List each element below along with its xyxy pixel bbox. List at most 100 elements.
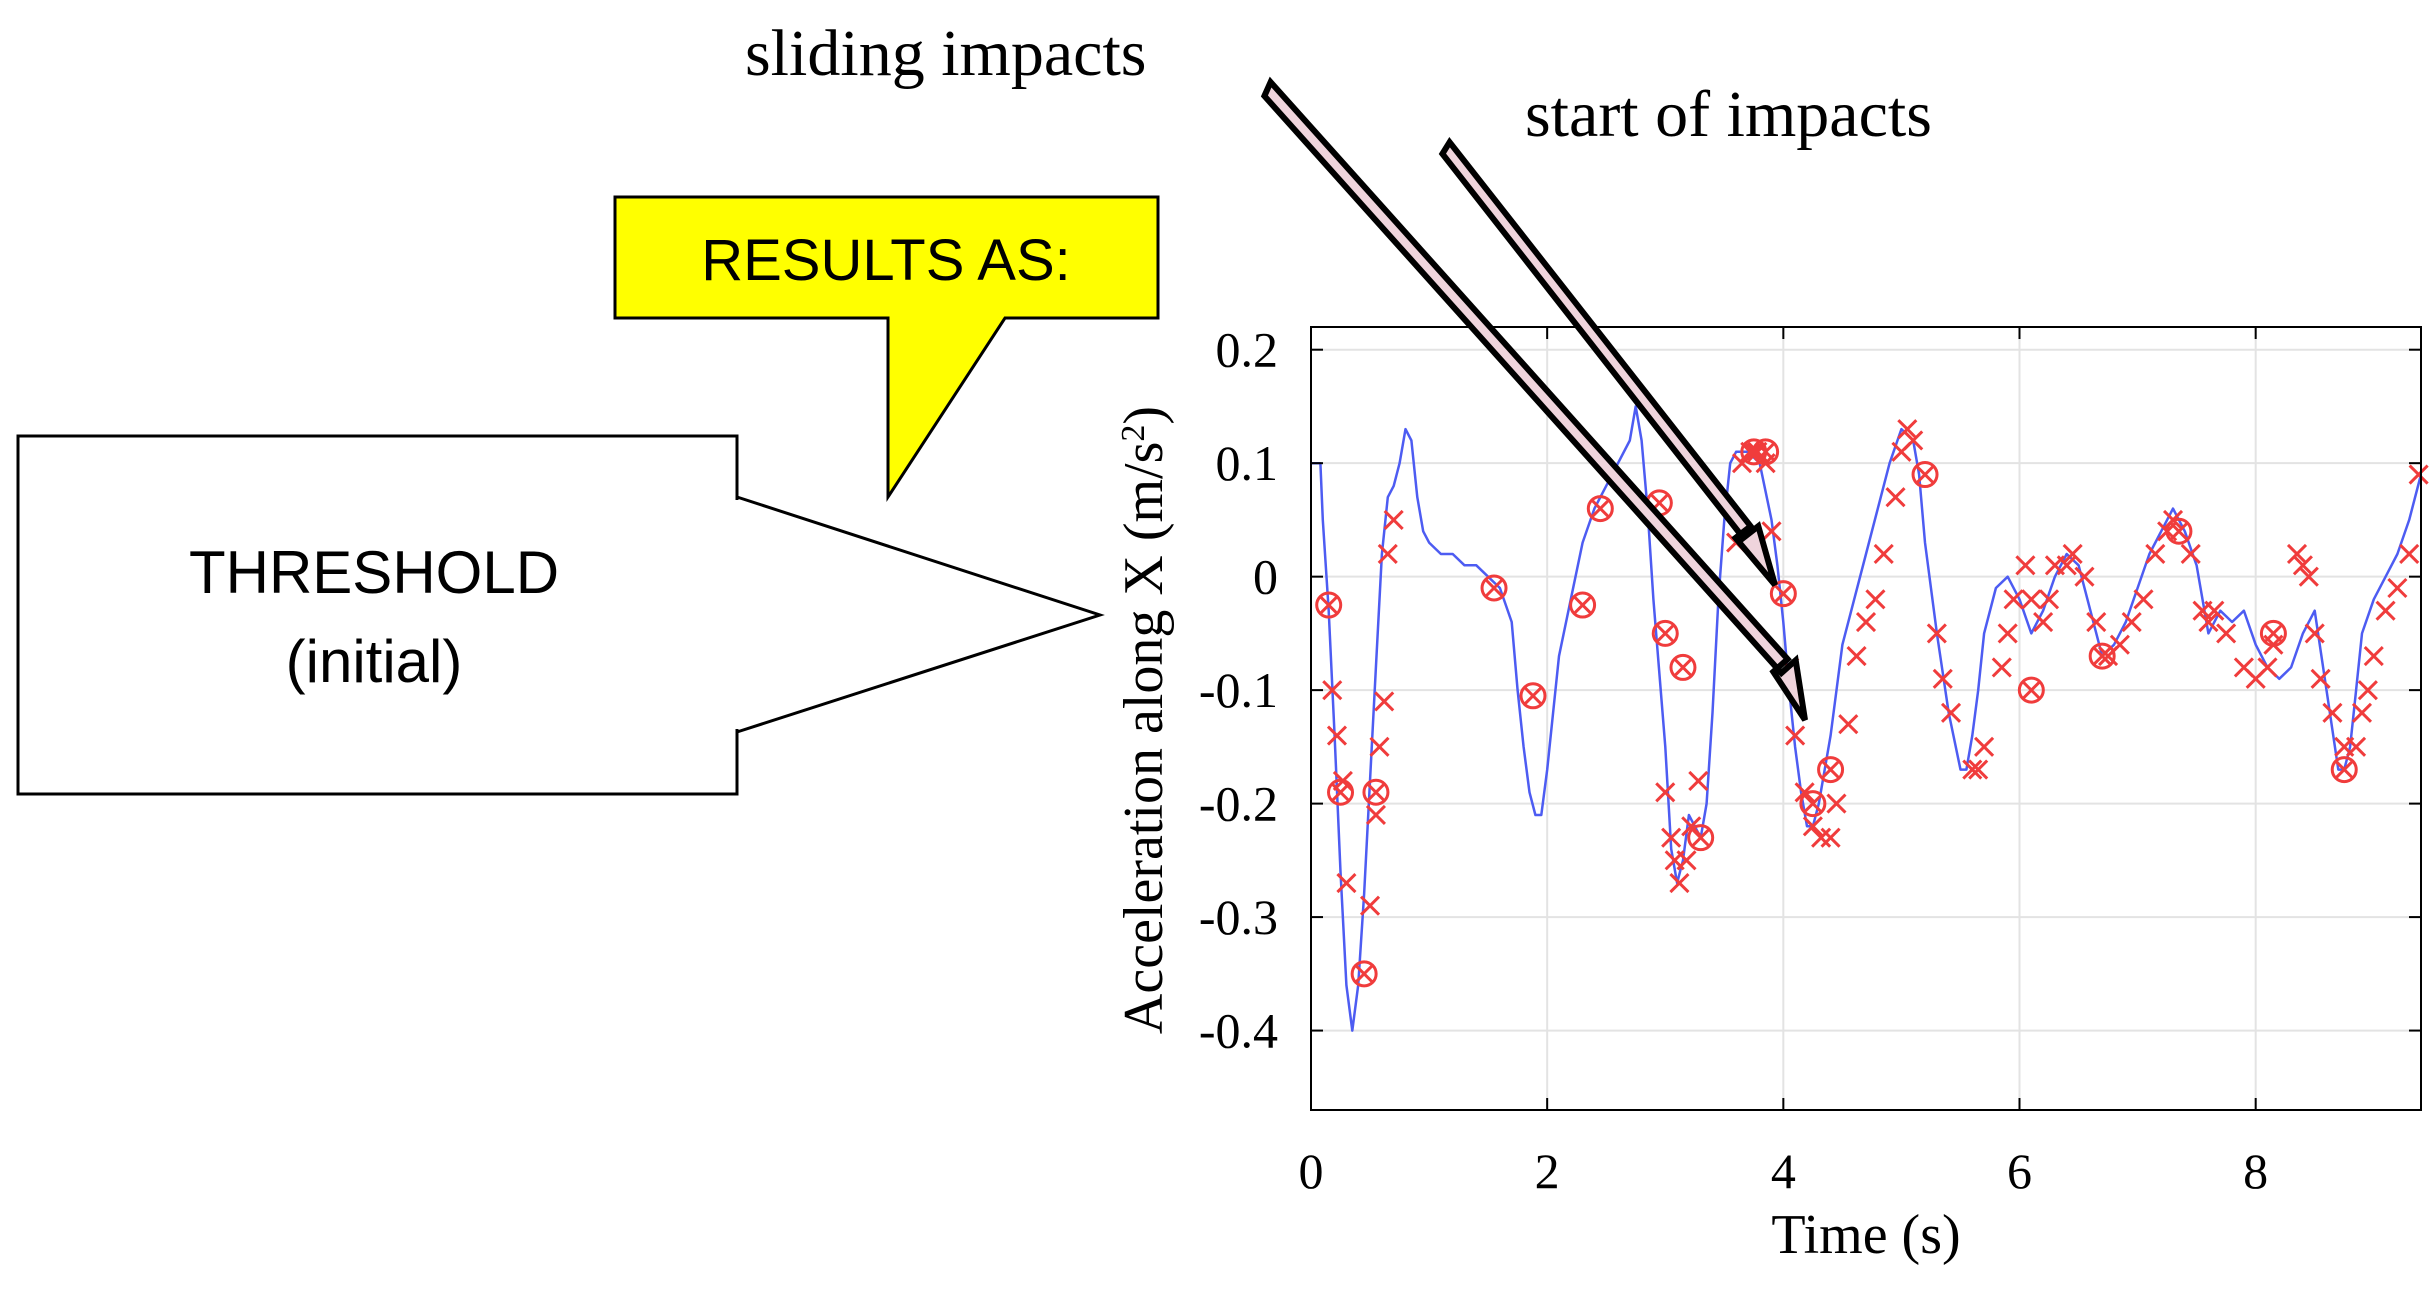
start-of-impacts-label: start of impacts	[1525, 78, 1932, 151]
impact-circle-marker	[1350, 960, 1378, 988]
impact-x-marker	[1974, 736, 1995, 757]
impact-circle-marker	[1669, 653, 1697, 681]
threshold-pointer	[735, 494, 1105, 735]
impact-x-marker	[2387, 577, 2408, 599]
impact-x-marker	[1997, 623, 2018, 644]
x-tick-label: 8	[2243, 1143, 2268, 1199]
impact-x-marker	[2204, 600, 2225, 621]
impact-x-marker	[1865, 589, 1886, 610]
impact-circle-marker	[1480, 574, 1508, 602]
impact-x-marker	[2375, 600, 2396, 621]
impact-circle-marker	[1569, 591, 1597, 619]
impact-x-marker	[1794, 782, 1815, 803]
impact-x-marker	[2298, 566, 2319, 587]
impact-x-marker	[1968, 759, 1989, 780]
impact-circle-marker	[1752, 438, 1780, 466]
impact-x-marker	[2198, 611, 2219, 633]
start-of-impacts-arrow	[1438, 136, 1778, 587]
impact-x-marker	[1932, 668, 1953, 689]
impact-x-marker	[2033, 611, 2054, 633]
series-layer	[1311, 405, 2429, 1032]
threshold-subtitle: (initial)	[286, 628, 463, 695]
impact-circle-marker	[1315, 591, 1343, 619]
threshold-title: THRESHOLD	[189, 539, 559, 606]
impact-x-marker	[2074, 566, 2095, 587]
impact-x-marker	[1826, 793, 1847, 814]
impact-x-marker	[2310, 668, 2331, 689]
impact-x-marker	[2257, 657, 2278, 678]
results-callout	[613, 195, 1160, 503]
impact-x-marker	[1885, 487, 1906, 508]
impact-x-marker	[2015, 555, 2036, 576]
y-axis-label-main: Acceleration along X (m/s	[1113, 442, 1175, 1034]
impact-x-marker	[1383, 509, 1404, 530]
y-tick-label: -0.3	[1199, 889, 1278, 945]
impact-x-marker	[1369, 736, 1390, 757]
impact-x-marker	[1873, 543, 1894, 565]
impact-x-marker	[2021, 589, 2042, 610]
impact-x-marker	[2062, 543, 2083, 565]
impact-x-marker	[1811, 827, 1832, 848]
impact-x-marker	[2408, 464, 2429, 485]
impact-circle-marker	[2017, 676, 2045, 704]
impact-x-marker	[2399, 543, 2420, 565]
impact-x-marker	[1374, 691, 1395, 712]
impact-x-marker	[2086, 611, 2107, 633]
impact-x-marker	[1838, 714, 1859, 735]
sliding-impacts-label: sliding impacts	[745, 17, 1146, 90]
impact-x-marker	[1365, 804, 1387, 826]
impact-circle-marker	[2259, 619, 2287, 647]
impact-x-marker	[2286, 543, 2308, 565]
impact-x-marker	[1336, 872, 1357, 894]
impact-circle-marker	[2330, 756, 2358, 784]
plot-background	[1311, 327, 2421, 1110]
y-tick-label: 0	[1253, 549, 1278, 605]
y-axis-label-end: )	[1113, 406, 1175, 425]
impact-x-marker	[2357, 680, 2378, 701]
impact-x-marker	[1962, 759, 1983, 780]
y-ticks: 0.2 0.1 0 -0.1 -0.2 -0.3 -0.4	[1199, 322, 2421, 1059]
impact-x-marker	[1820, 827, 1841, 848]
y-axis-label: Acceleration along X (m/s2)	[1113, 406, 1175, 1034]
impact-x-marker	[2038, 589, 2060, 610]
plot-area: 0 2 4 6 8 0.2 0.1 0 -0.1 -0.2 -0.3 -0.4	[1199, 322, 2429, 1199]
impact-x-marker	[1855, 611, 1877, 633]
y-tick-label: -0.4	[1199, 1003, 1278, 1059]
impact-circle-marker	[1327, 778, 1355, 806]
impact-x-marker	[2292, 555, 2313, 576]
y-tick-label: 0.1	[1216, 435, 1279, 491]
plot-frame	[1310, 326, 2422, 1111]
impact-x-marker	[2322, 702, 2343, 723]
y-tick-label: -0.2	[1199, 776, 1278, 832]
impact-x-marker	[2133, 589, 2154, 610]
impact-circle-marker	[1817, 756, 1845, 784]
x-tick-label: 4	[1771, 1143, 1796, 1199]
impact-x-marker	[1322, 680, 1343, 701]
impact-x-marker	[1359, 895, 1381, 916]
impact-x-marker	[1688, 770, 1709, 791]
sliding-impacts-arrow	[1260, 76, 1808, 722]
impact-x-marker	[1669, 872, 1690, 894]
impact-circle-marker	[1519, 682, 1547, 710]
x-ticks: 0 2 4 6 8	[1299, 327, 2268, 1199]
impact-circle-marker	[1362, 778, 1390, 806]
impact-circle-marker	[2088, 642, 2116, 670]
x-tick-label: 2	[1535, 1143, 1560, 1199]
impact-x-marker	[1903, 430, 1924, 451]
impact-x-marker	[2216, 623, 2237, 644]
impact-circle-marker	[1799, 790, 1827, 818]
impact-circle-marker	[2165, 517, 2193, 545]
impact-x-marker	[2056, 555, 2077, 576]
impact-circle-marker	[1769, 580, 1797, 608]
impact-x-marker	[1761, 521, 1782, 542]
impact-x-marker	[1326, 725, 1348, 746]
impact-x-marker	[1991, 657, 2012, 678]
impact-x-marker	[1897, 419, 1918, 440]
impact-x-marker	[1802, 816, 1823, 837]
impact-x-marker	[2351, 702, 2373, 723]
impact-x-marker	[2345, 736, 2367, 757]
impact-x-marker	[1785, 725, 1806, 746]
impact-x-marker	[2145, 543, 2166, 565]
x-tick-label: 6	[2007, 1143, 2032, 1199]
threshold-box	[16, 434, 739, 796]
